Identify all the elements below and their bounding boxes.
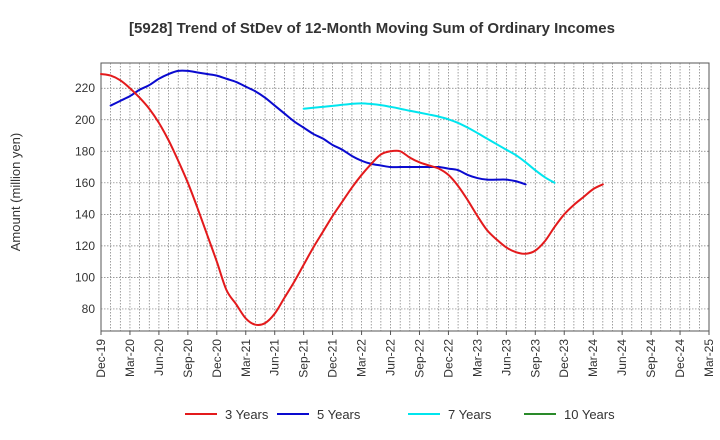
series-lines: [100, 69, 604, 327]
series-line-7-years: [302, 102, 556, 184]
y-axis-ticks: 80 100 120 140 160 180 200 220: [75, 81, 95, 316]
x-tick-label: Jun-21: [268, 339, 282, 376]
x-tick-label: Dec-20: [210, 339, 224, 378]
x-tick-label: Mar-24: [586, 339, 600, 377]
x-tick-label: Mar-25: [702, 339, 716, 377]
legend-item: 7 Years: [408, 407, 492, 422]
chart-title: [5928] Trend of StDev of 12-Month Moving…: [129, 20, 615, 37]
x-tick-label: Jun-24: [615, 339, 629, 376]
legend-item: 10 Years: [524, 407, 615, 422]
y-tick-label: 100: [75, 270, 95, 284]
x-tick-label: Dec-19: [94, 339, 108, 378]
legend-label: 5 Years: [317, 407, 361, 422]
y-tick-label: 120: [75, 239, 95, 253]
x-tick-label: Jun-20: [152, 339, 166, 376]
y-tick-label: 180: [75, 144, 95, 158]
x-axis-ticks: Dec-19 Mar-20 Jun-20 Sep-20 Dec-20 Mar-21 Jun-…: [94, 331, 716, 378]
y-tick-label: 200: [75, 113, 95, 127]
plot-area: [100, 62, 710, 332]
x-tick-label: Sep-20: [181, 339, 195, 378]
y-tick-label: 140: [75, 207, 95, 221]
x-tick-label: Sep-23: [528, 339, 542, 378]
x-tick-label: Mar-23: [470, 339, 484, 377]
series-line-5-years: [109, 69, 527, 186]
y-axis-label: Amount (million yen): [8, 133, 23, 252]
x-tick-label: Jun-22: [384, 339, 398, 376]
legend-label: 7 Years: [448, 407, 492, 422]
x-tick-label: Dec-21: [326, 339, 340, 378]
x-tick-label: Dec-23: [557, 339, 571, 378]
y-tick-label: 80: [82, 302, 96, 316]
x-tick-label: Jun-23: [499, 339, 513, 376]
grid-lines: [101, 63, 709, 331]
x-tick-label: Mar-21: [239, 339, 253, 377]
legend-label: 3 Years: [225, 407, 269, 422]
y-tick-label: 220: [75, 81, 95, 95]
x-tick-label: Dec-24: [673, 339, 687, 378]
y-tick-label: 160: [75, 176, 95, 190]
legend-label: 10 Years: [564, 407, 615, 422]
x-tick-label: Sep-21: [297, 339, 311, 378]
x-tick-label: Dec-22: [441, 339, 455, 378]
legend-item: 3 Years: [185, 407, 269, 422]
series-line-3-years: [100, 73, 604, 327]
x-tick-label: Mar-22: [355, 339, 369, 377]
legend-item: 5 Years: [277, 407, 361, 422]
legend: 3 Years 5 Years 7 Years 10 Years: [185, 407, 615, 422]
x-tick-label: Mar-20: [123, 339, 137, 377]
x-tick-label: Sep-22: [412, 339, 426, 378]
x-tick-label: Sep-24: [644, 339, 658, 378]
